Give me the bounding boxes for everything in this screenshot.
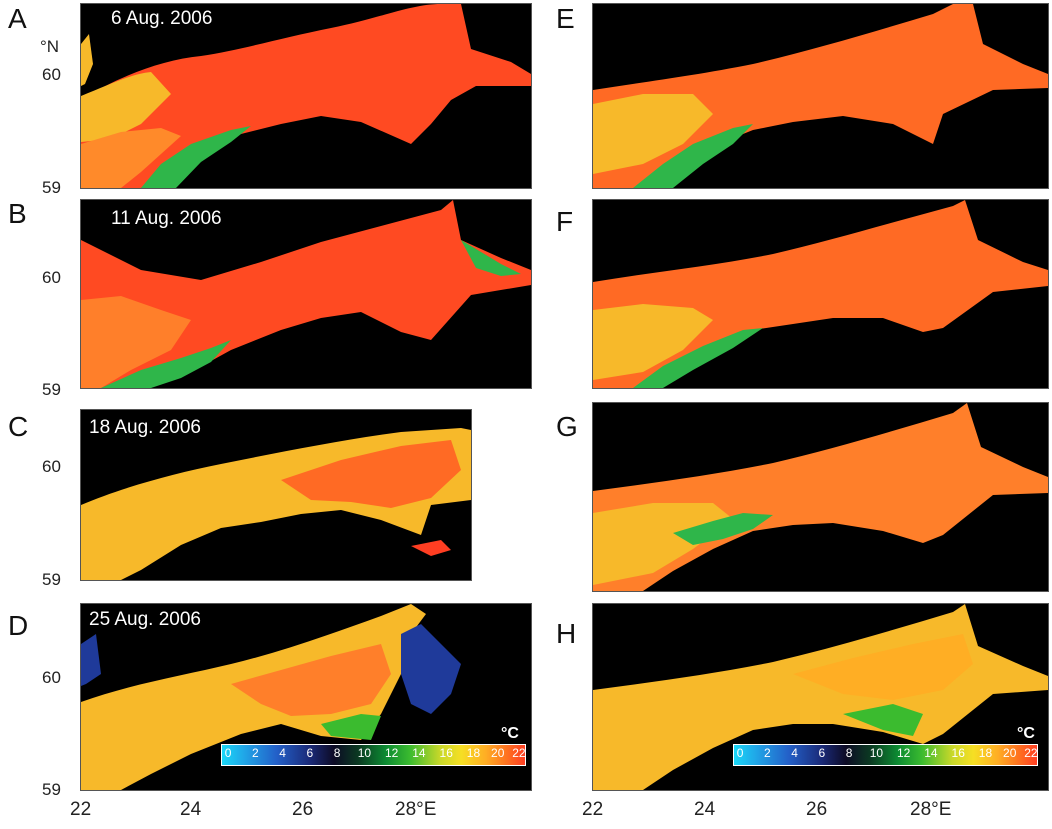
- lat-tick-59: 59: [42, 780, 61, 799]
- colorbar-tick: 8: [333, 746, 341, 760]
- lat-tick-60: 60: [42, 668, 61, 687]
- lat-tick-59: 59: [42, 570, 61, 589]
- sst-map-b: 11 Aug. 2006: [80, 199, 532, 389]
- lat-tick-60: 60: [42, 457, 61, 476]
- sst-image-c: [81, 410, 471, 580]
- colorbar-tick: 6: [306, 746, 314, 760]
- panel-letter-a: A: [8, 3, 27, 34]
- colorbar-ticks-left: 0 2 4 6 8 10 12 14 16 18 20 22: [222, 745, 526, 765]
- date-label-b: 11 Aug. 2006: [111, 208, 222, 229]
- colorbar-tick: 16: [951, 746, 965, 760]
- sst-map-d: 25 Aug. 2006 0 2 4 6 8 10 12 14 16 18 20…: [80, 603, 532, 791]
- panel-letter-h: H: [556, 618, 577, 649]
- colorbar-tick: 14: [924, 746, 938, 760]
- colorbar-tick: 6: [818, 746, 826, 760]
- sst-map-e: [592, 3, 1049, 189]
- colorbar-tick: 12: [384, 746, 399, 760]
- sst-map-g: [592, 402, 1049, 592]
- colorbar-unit-right: °C: [1017, 725, 1035, 742]
- sst-image-a: [81, 4, 531, 188]
- colorbar-tick: 20: [491, 746, 505, 760]
- lat-tick-60: 60: [42, 65, 61, 84]
- sst-image-b: [81, 200, 531, 388]
- lon-tick-22: 22: [70, 799, 92, 820]
- sst-map-h: 0 2 4 6 8 10 12 14 16 18 20 22 °C: [592, 603, 1049, 791]
- lon-tick-22: 22: [582, 799, 604, 820]
- colorbar-tick: 22: [1024, 746, 1038, 760]
- sst-map-f: [592, 199, 1049, 389]
- sst-image-g: [593, 403, 1048, 591]
- colorbar-tick: 10: [869, 746, 884, 760]
- panel-letter-f: F: [556, 206, 574, 237]
- colorbar-ticks-right: 0 2 4 6 8 10 12 14 16 18 20 22: [734, 745, 1038, 765]
- date-label-a: 6 Aug. 2006: [111, 8, 213, 29]
- colorbar-right: [733, 744, 1038, 766]
- colorbar-tick: 4: [279, 746, 286, 760]
- colorbar-tick: 12: [896, 746, 911, 760]
- colorbar-tick: 20: [1003, 746, 1017, 760]
- lat-tick-59: 59: [42, 178, 61, 197]
- lon-tick-28e: 28°E: [395, 799, 437, 820]
- sst-map-a: 6 Aug. 2006: [80, 3, 532, 189]
- colorbar-tick: 16: [439, 746, 453, 760]
- panel-letter-d: D: [8, 610, 29, 641]
- panel-letter-b: B: [8, 198, 27, 229]
- date-label-d: 25 Aug. 2006: [89, 609, 201, 630]
- colorbar-tick: 2: [251, 746, 259, 760]
- lat-unit-label: °N: [40, 37, 60, 56]
- colorbar-tick: 2: [763, 746, 771, 760]
- lon-tick-24: 24: [694, 799, 716, 820]
- lat-tick-60: 60: [42, 268, 61, 287]
- colorbar-tick: 18: [978, 746, 993, 760]
- colorbar-tick: 22: [512, 746, 526, 760]
- lon-tick-26: 26: [806, 799, 828, 820]
- sst-image-f: [593, 200, 1048, 388]
- lat-tick-59: 59: [42, 380, 61, 399]
- sst-map-c: 18 Aug. 2006: [80, 409, 472, 581]
- lon-tick-28e: 28°E: [910, 799, 952, 820]
- colorbar-tick: 10: [357, 746, 372, 760]
- panel-letter-c: C: [8, 411, 29, 442]
- colorbar-tick: 0: [736, 746, 744, 760]
- colorbar-tick: 8: [845, 746, 853, 760]
- colorbar-unit-left: °C: [501, 725, 519, 742]
- date-label-c: 18 Aug. 2006: [89, 417, 201, 438]
- colorbar-tick: 4: [791, 746, 798, 760]
- colorbar-tick: 18: [466, 746, 481, 760]
- sst-image-e: [593, 4, 1048, 188]
- colorbar-tick: 0: [224, 746, 232, 760]
- lon-tick-24: 24: [180, 799, 202, 820]
- colorbar-left: [221, 744, 526, 766]
- panel-letter-g: G: [556, 411, 578, 442]
- colorbar-tick: 14: [412, 746, 426, 760]
- lon-tick-26: 26: [292, 799, 314, 820]
- panel-letter-e: E: [556, 3, 575, 34]
